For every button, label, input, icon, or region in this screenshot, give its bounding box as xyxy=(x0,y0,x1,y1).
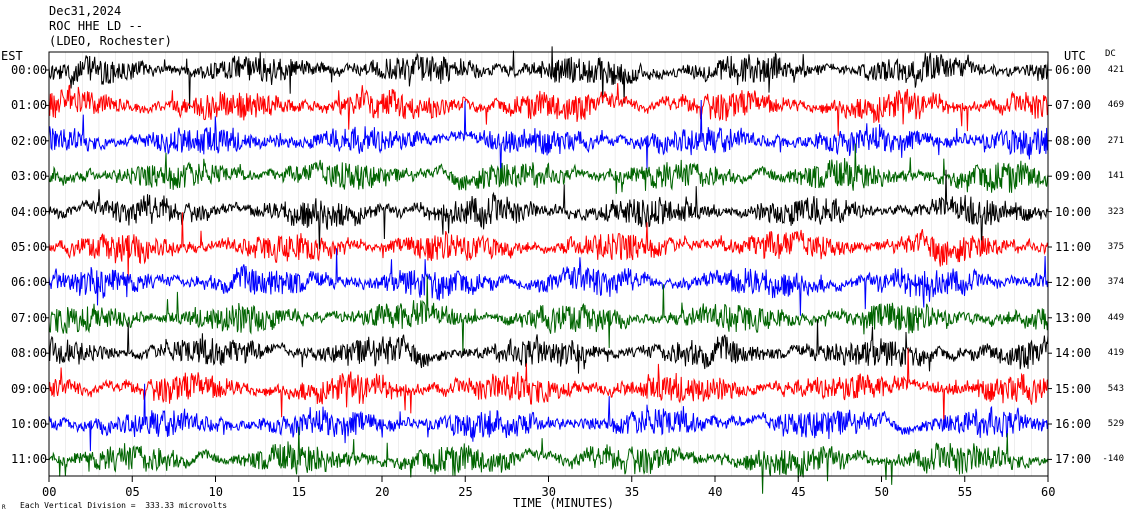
left-time-tick: 11:00 xyxy=(11,452,48,467)
right-time-tick: 11:00 xyxy=(1055,240,1092,254)
x-tick-label: 30 xyxy=(541,485,556,499)
right-time-tick: 16:00 xyxy=(1055,417,1092,431)
x-tick-label: 10 xyxy=(208,485,223,499)
left-time-tick: 02:00 xyxy=(11,133,48,148)
dc-label: DC xyxy=(1105,49,1116,59)
left-time-tick: 05:00 xyxy=(11,240,48,254)
x-tick-label: 55 xyxy=(957,485,973,499)
dc-offset-value: 449 xyxy=(1107,312,1124,323)
left-axis-label: EST xyxy=(1,49,23,63)
right-time-tick: 12:00 xyxy=(1055,275,1092,290)
x-tick-label: 20 xyxy=(375,485,390,499)
right-time-tick: 09:00 xyxy=(1055,169,1092,184)
dc-offset-value: 375 xyxy=(1107,242,1124,252)
right-time-tick: 17:00 xyxy=(1055,452,1092,467)
dc-offset-value: 141 xyxy=(1107,171,1124,182)
dc-offset-value: 421 xyxy=(1107,65,1124,75)
x-tick-label: 50 xyxy=(874,485,889,499)
dc-offset-value: 323 xyxy=(1107,206,1124,217)
right-time-tick: 07:00 xyxy=(1055,98,1092,113)
left-time-tick: 08:00 xyxy=(11,346,48,361)
dc-offset-value: 469 xyxy=(1107,100,1124,111)
dc-offset-value: -140 xyxy=(1102,454,1124,465)
left-time-tick: 00:00 xyxy=(11,63,48,77)
trace-row xyxy=(48,212,1049,281)
scale-note: Each Vertical Division = 333.33 microvol… xyxy=(20,501,228,510)
right-axis-label: UTC xyxy=(1064,49,1086,63)
left-time-tick: 01:00 xyxy=(11,98,48,113)
x-tick-label: 05 xyxy=(125,485,140,499)
trace-row xyxy=(48,348,1049,426)
left-time-tick: 10:00 xyxy=(11,417,48,431)
dc-offset-value: 374 xyxy=(1107,277,1124,288)
station-code: ROC HHE LD -- xyxy=(49,19,143,33)
trace-row xyxy=(48,169,1049,251)
chart-date: Dec31,2024 xyxy=(49,4,122,18)
trace-row xyxy=(48,426,1049,494)
trace-row xyxy=(48,46,1049,109)
left-time-tick: 04:00 xyxy=(11,204,48,219)
trace-row xyxy=(48,99,1049,179)
dc-offset-value: 529 xyxy=(1107,419,1124,429)
trace-row xyxy=(48,83,1049,136)
x-tick-label: 15 xyxy=(291,485,307,499)
trace-row xyxy=(48,319,1049,374)
x-tick-label: 35 xyxy=(624,485,640,499)
right-time-tick: 15:00 xyxy=(1055,381,1092,396)
trace-row xyxy=(48,383,1049,452)
network-label: (LDEO, Rochester) xyxy=(49,34,172,48)
x-axis-ticks xyxy=(45,69,1052,482)
trace-row xyxy=(48,248,1049,316)
x-tick-label: 00 xyxy=(42,485,57,499)
right-time-tick: 13:00 xyxy=(1055,310,1092,325)
seismic-traces xyxy=(48,46,1049,494)
left-time-tick: 06:00 xyxy=(11,275,48,290)
corner-mark: R xyxy=(2,504,6,511)
x-tick-label: 40 xyxy=(708,485,723,499)
x-tick-label: 45 xyxy=(791,485,806,499)
dc-offset-value: 543 xyxy=(1107,383,1124,394)
trace-row xyxy=(48,143,1049,194)
x-tick-label: 60 xyxy=(1041,485,1056,499)
right-time-tick: 10:00 xyxy=(1055,204,1092,219)
x-tick-label: 25 xyxy=(458,485,473,499)
left-time-tick: 09:00 xyxy=(11,381,48,396)
trace-row xyxy=(48,275,1049,355)
x-axis-label: TIME (MINUTES) xyxy=(513,496,615,510)
left-time-tick: 07:00 xyxy=(11,310,48,325)
dc-offset-value: 419 xyxy=(1107,348,1124,359)
left-time-tick: 03:00 xyxy=(11,169,48,184)
right-time-tick: 14:00 xyxy=(1055,346,1092,361)
dc-offset-value: 271 xyxy=(1107,135,1124,146)
right-time-tick: 08:00 xyxy=(1055,133,1092,148)
right-time-tick: 06:00 xyxy=(1055,63,1092,77)
